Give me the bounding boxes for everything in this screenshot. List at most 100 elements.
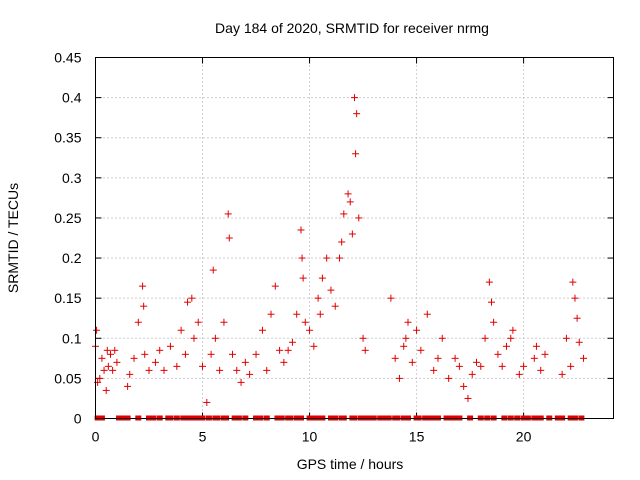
- data-points: [92, 94, 588, 421]
- data-point: [228, 350, 236, 358]
- data-point: [445, 374, 453, 382]
- data-point: [166, 342, 174, 350]
- data-point: [220, 318, 228, 326]
- data-point: [297, 226, 305, 234]
- plot-frame: [95, 57, 614, 419]
- data-point: [190, 334, 198, 342]
- data-point: [267, 310, 275, 318]
- data-point: [151, 358, 159, 366]
- y-tick-label: 0.25: [54, 210, 81, 226]
- data-point: [387, 294, 395, 302]
- data-point: [224, 210, 232, 218]
- data-point: [571, 294, 579, 302]
- x-tick-label: 20: [516, 429, 532, 445]
- data-point: [438, 334, 446, 342]
- y-tick-label: 0: [74, 411, 82, 427]
- data-point: [314, 294, 322, 302]
- data-point: [485, 278, 493, 286]
- data-point: [181, 350, 189, 358]
- x-tick-labels: 0 5 10 15 20: [92, 429, 532, 445]
- y-tick-label: 0.2: [62, 250, 82, 266]
- data-point: [530, 354, 538, 362]
- data-point: [271, 282, 279, 290]
- data-point: [494, 350, 502, 358]
- y-axis-label: SRMTID / TECUs: [5, 183, 21, 293]
- data-point: [310, 342, 318, 350]
- data-point: [567, 362, 575, 370]
- x-tick-label: 5: [199, 429, 207, 445]
- chart-title: Day 184 of 2020, SRMTID for receiver nrm…: [215, 20, 489, 36]
- data-point: [558, 370, 566, 378]
- data-point: [252, 350, 260, 358]
- y-tick-label: 0.15: [54, 290, 81, 306]
- data-point: [276, 346, 284, 354]
- data-point: [103, 346, 111, 354]
- data-point: [126, 370, 134, 378]
- data-point: [402, 334, 410, 342]
- data-point: [316, 310, 324, 318]
- data-point: [98, 354, 106, 362]
- y-tick-label: 0.4: [62, 90, 82, 106]
- data-point: [404, 318, 412, 326]
- data-point: [323, 254, 331, 262]
- data-point: [573, 314, 581, 322]
- data-point: [562, 334, 570, 342]
- data-point: [477, 362, 485, 370]
- data-point: [156, 346, 164, 354]
- data-point: [293, 310, 301, 318]
- data-point: [216, 366, 224, 374]
- data-point: [102, 386, 110, 394]
- data-point: [395, 374, 403, 382]
- x-tick-label: 0: [92, 429, 100, 445]
- data-point: [104, 362, 112, 370]
- data-point: [211, 334, 219, 342]
- y-tick-label: 0.35: [54, 130, 81, 146]
- data-point: [417, 346, 425, 354]
- data-point: [130, 354, 138, 362]
- data-point: [134, 318, 142, 326]
- data-point: [430, 366, 438, 374]
- data-point: [109, 366, 117, 374]
- data-point: [336, 254, 344, 262]
- data-point: [532, 342, 540, 350]
- data-point: [145, 366, 153, 374]
- data-point: [139, 282, 147, 290]
- data-point: [344, 190, 352, 198]
- data-point: [423, 310, 431, 318]
- data-point: [509, 326, 517, 334]
- y-tick-labels: 0 0.05 0.1 0.15 0.2 0.25 0.3 0.35 0.4 0.45: [54, 50, 81, 427]
- data-point: [520, 362, 528, 370]
- data-point: [408, 358, 416, 366]
- data-point: [490, 318, 498, 326]
- data-point: [194, 318, 202, 326]
- data-point: [346, 198, 354, 206]
- data-point: [413, 326, 421, 334]
- data-point: [246, 370, 254, 378]
- data-point: [575, 338, 583, 346]
- data-point: [338, 238, 346, 246]
- data-point: [141, 350, 149, 358]
- x-tick-label: 15: [409, 429, 425, 445]
- data-point: [327, 286, 335, 294]
- data-point: [199, 362, 207, 370]
- data-point: [280, 358, 288, 366]
- data-point: [340, 210, 348, 218]
- data-point: [207, 350, 215, 358]
- axis-ticks: [95, 57, 614, 419]
- data-point: [507, 334, 515, 342]
- data-point: [263, 366, 271, 374]
- data-point: [348, 230, 356, 238]
- data-point: [359, 334, 367, 342]
- data-point: [400, 342, 408, 350]
- data-point: [580, 354, 588, 362]
- data-point: [455, 362, 463, 370]
- data-point: [288, 338, 296, 346]
- data-point: [502, 342, 510, 350]
- y-tick-label: 0.1: [62, 330, 82, 346]
- y-tick-label: 0.05: [54, 370, 81, 386]
- data-point: [209, 266, 217, 274]
- data-point: [451, 354, 459, 362]
- data-point: [173, 362, 181, 370]
- data-point: [537, 366, 545, 374]
